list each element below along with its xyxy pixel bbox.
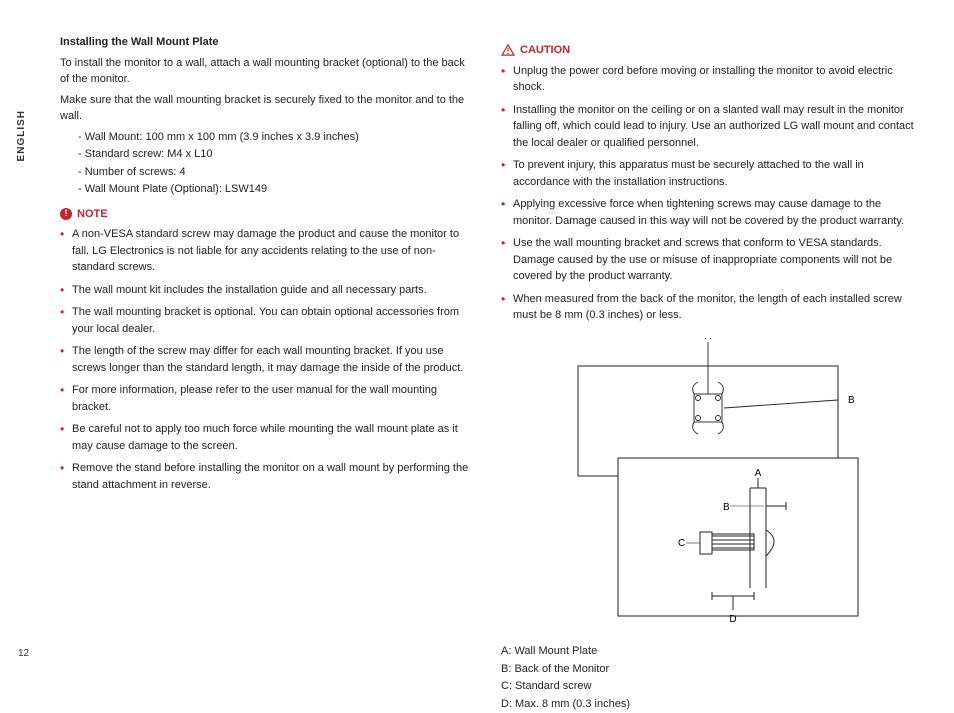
caution-item: Use the wall mounting bracket and screws… (501, 235, 914, 285)
diag-label-c: C (678, 538, 685, 549)
spec-item: Wall Mount Plate (Optional): LSW149 (78, 181, 473, 198)
right-column: CAUTION Unplug the power cord before mov… (501, 34, 914, 713)
intro-para-1: To install the monitor to a wall, attach… (60, 55, 473, 88)
diag-label-b2: B (723, 502, 730, 513)
spec-item: Number of screws: 4 (78, 164, 473, 181)
language-side-label: ENGLISH (14, 110, 29, 161)
diag-label-a2: A (754, 468, 761, 479)
caution-item: Applying excessive force when tightening… (501, 196, 914, 229)
note-icon: ! (60, 208, 72, 220)
caution-header: CAUTION (501, 42, 914, 59)
left-column: Installing the Wall Mount Plate To insta… (60, 34, 473, 713)
note-item: The wall mounting bracket is optional. Y… (60, 304, 473, 337)
intro-para-2: Make sure that the wall mounting bracket… (60, 92, 473, 125)
note-label: NOTE (77, 206, 108, 223)
note-list: A non-VESA standard screw may damage the… (60, 226, 473, 493)
note-item: Remove the stand before installing the m… (60, 460, 473, 493)
diag-label-d: D (729, 614, 736, 625)
spec-item: Wall Mount: 100 mm x 100 mm (3.9 inches … (78, 129, 473, 146)
spec-list: Wall Mount: 100 mm x 100 mm (3.9 inches … (60, 129, 473, 198)
section-heading-install: Installing the Wall Mount Plate (60, 34, 473, 51)
page-columns: Installing the Wall Mount Plate To insta… (0, 0, 954, 713)
caution-item: Installing the monitor on the ceiling or… (501, 102, 914, 152)
caution-item: To prevent injury, this apparatus must b… (501, 157, 914, 190)
diag-label-b: B (848, 395, 855, 406)
note-item: Be careful not to apply too much force w… (60, 421, 473, 454)
note-item: A non-VESA standard screw may damage the… (60, 226, 473, 276)
legend-c: C: Standard screw (501, 678, 914, 695)
legend-d: D: Max. 8 mm (0.3 inches) (501, 696, 914, 713)
diag-label-a: A (704, 338, 711, 342)
caution-item: When measured from the back of the monit… (501, 291, 914, 324)
note-item: For more information, please refer to th… (60, 382, 473, 415)
note-header: ! NOTE (60, 206, 473, 223)
legend-a: A: Wall Mount Plate (501, 643, 914, 660)
page-number: 12 (18, 646, 29, 661)
caution-icon (501, 44, 515, 56)
note-item: The length of the screw may differ for e… (60, 343, 473, 376)
caution-label: CAUTION (520, 42, 570, 59)
caution-list: Unplug the power cord before moving or i… (501, 63, 914, 324)
note-item: The wall mount kit includes the installa… (60, 282, 473, 299)
caution-item: Unplug the power cord before moving or i… (501, 63, 914, 96)
mounting-diagram: A B (501, 338, 914, 634)
diagram-legend: A: Wall Mount Plate B: Back of the Monit… (501, 643, 914, 712)
legend-b: B: Back of the Monitor (501, 661, 914, 678)
spec-item: Standard screw: M4 x L10 (78, 146, 473, 163)
